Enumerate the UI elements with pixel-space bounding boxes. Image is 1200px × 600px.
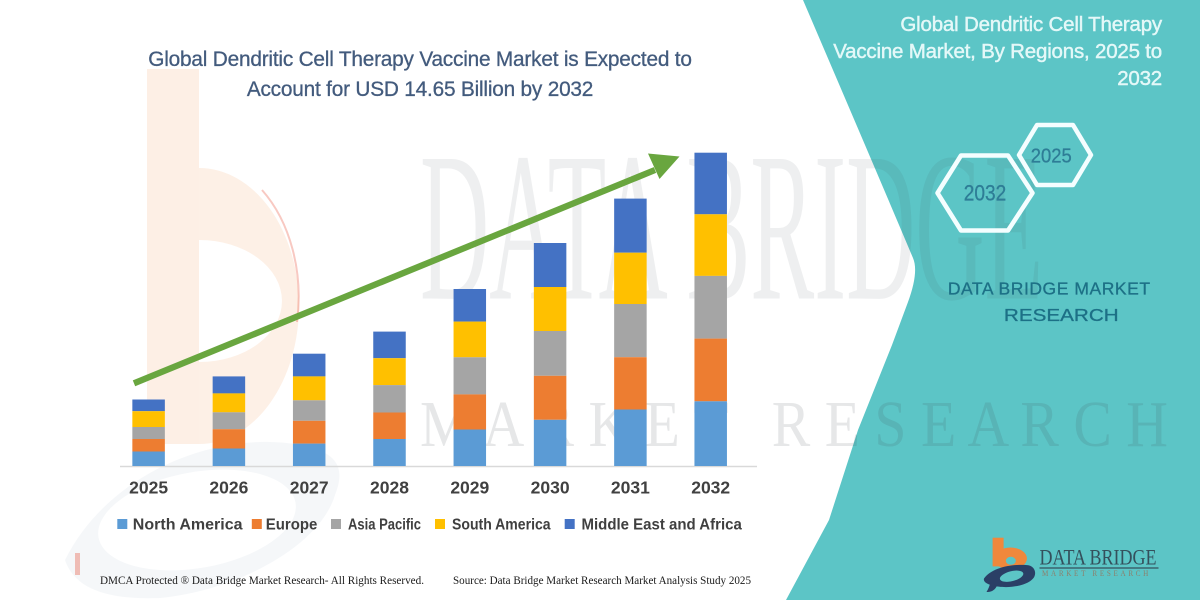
svg-text:2025: 2025 <box>129 478 168 498</box>
svg-text:2030: 2030 <box>531 478 570 498</box>
svg-text:2028: 2028 <box>370 478 409 498</box>
svg-text:DATA BRIDGE MARKET: DATA BRIDGE MARKET <box>948 279 1151 299</box>
svg-text:DATA BRIDGE: DATA BRIDGE <box>1040 545 1157 570</box>
svg-text:Middle East and Africa: Middle East and Africa <box>582 516 742 533</box>
svg-text:DATA BRIDGE: DATA BRIDGE <box>420 110 1043 346</box>
svg-text:South America: South America <box>452 516 551 533</box>
svg-text:Source: Data Bridge Market Res: Source: Data Bridge Market Research Mark… <box>453 575 751 587</box>
svg-text:North America: North America <box>133 516 243 533</box>
svg-text:2029: 2029 <box>450 478 489 498</box>
svg-text:RESEARCH: RESEARCH <box>1004 305 1119 325</box>
svg-text:2025: 2025 <box>1031 145 1072 168</box>
svg-text:DMCA Protected ® Data Bridge M: DMCA Protected ® Data Bridge Market Rese… <box>100 575 424 587</box>
svg-text:Global Dendritic Cell Therapy: Global Dendritic Cell Therapy Vaccine Ma… <box>148 48 691 71</box>
svg-text:Vaccine Market, By Regions, 20: Vaccine Market, By Regions, 2025 to <box>833 40 1162 63</box>
svg-text:MARKET RESEARCH: MARKET RESEARCH <box>1042 569 1151 578</box>
svg-text:M A R K E T R E S E A R C H: M A R K E T R E S E A R C H <box>420 388 1168 461</box>
svg-text:2031: 2031 <box>611 478 650 498</box>
svg-text:2026: 2026 <box>209 478 248 498</box>
svg-text:2032: 2032 <box>691 478 730 498</box>
svg-text:Account for USD 14.65 Billion: Account for USD 14.65 Billion by 2032 <box>247 78 593 101</box>
svg-text:Asia Pacific: Asia Pacific <box>348 516 421 533</box>
svg-text:2027: 2027 <box>290 478 329 498</box>
svg-text:Europe: Europe <box>266 516 318 533</box>
svg-text:Global Dendritic Cell Therapy: Global Dendritic Cell Therapy <box>900 13 1163 36</box>
svg-text:2032: 2032 <box>1117 67 1162 90</box>
svg-text:2032: 2032 <box>964 181 1007 206</box>
